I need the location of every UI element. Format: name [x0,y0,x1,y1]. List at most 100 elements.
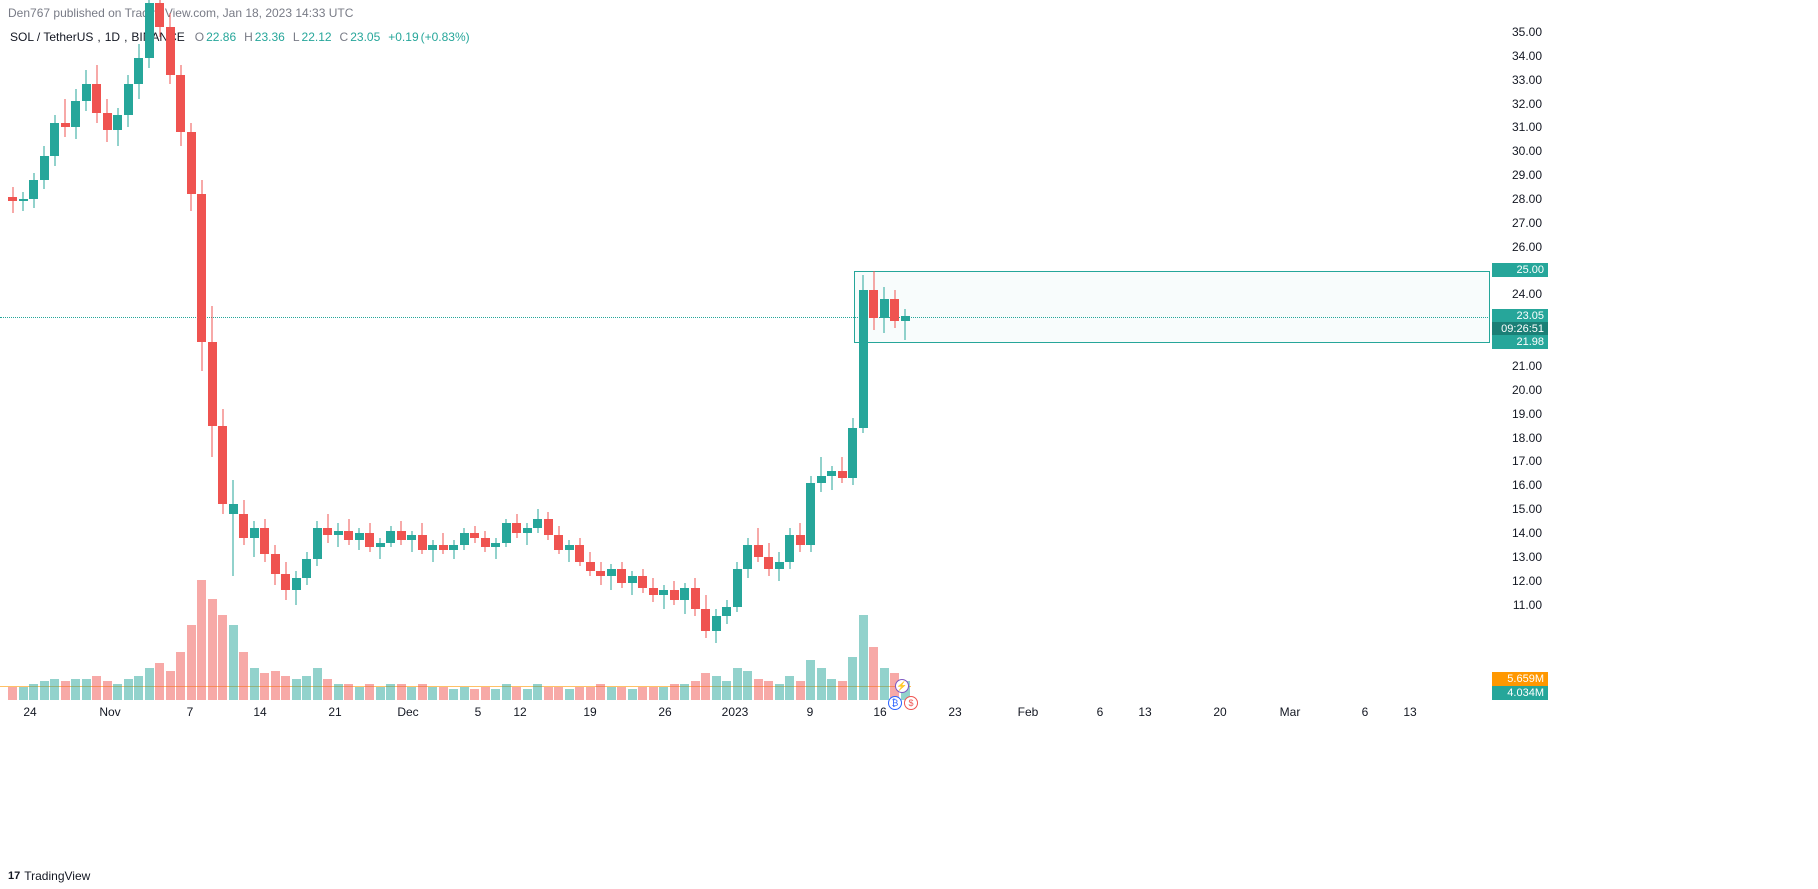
candle [680,20,689,700]
candle [29,20,38,700]
y-tick: 28.00 [1512,192,1542,206]
candle [61,20,70,700]
price-axis-badge: 25.00 [1492,263,1548,277]
candle [743,20,752,700]
candle [334,20,343,700]
candle [134,20,143,700]
y-tick: 35.00 [1512,25,1542,39]
candle [628,20,637,700]
published-on-label: published on [53,6,121,20]
x-tick: 23 [948,705,961,719]
candle [302,20,311,700]
candle [481,20,490,700]
candle [733,20,742,700]
candle [712,20,721,700]
price-axis-badge: 23.05 [1492,309,1548,323]
y-tick: 21.00 [1512,359,1542,373]
candle [281,20,290,700]
candle [239,20,248,700]
candle [313,20,322,700]
candle [764,20,773,700]
candle [40,20,49,700]
y-tick: 30.00 [1512,144,1542,158]
x-tick: 21 [328,705,341,719]
x-tick: 6 [1362,705,1369,719]
candle [449,20,458,700]
brand-name: TradingView [24,869,90,883]
candle [124,20,133,700]
y-tick: 32.00 [1512,97,1542,111]
candle [344,20,353,700]
candle [376,20,385,700]
candle [859,20,868,700]
candle [701,20,710,700]
y-tick: 14.00 [1512,526,1542,540]
candle [775,20,784,700]
candle [229,20,238,700]
candle [50,20,59,700]
y-tick: 18.00 [1512,431,1542,445]
logo-glyph: 17 [8,870,20,882]
x-tick: 13 [1403,705,1416,719]
x-tick: 7 [187,705,194,719]
candle [533,20,542,700]
price-chart[interactable] [0,20,1490,700]
candle [827,20,836,700]
publish-info: Den767 published on TradingView.com, Jan… [8,6,353,20]
candle [544,20,553,700]
candle [586,20,595,700]
candle [8,20,17,700]
candle [250,20,259,700]
candle [407,20,416,700]
x-tick: 9 [807,705,814,719]
candle [176,20,185,700]
candle [418,20,427,700]
candle [659,20,668,700]
candle [197,20,206,700]
candle [386,20,395,700]
candle [838,20,847,700]
candle [691,20,700,700]
candle [491,20,500,700]
candle [439,20,448,700]
x-tick: 24 [23,705,36,719]
x-tick: Dec [397,705,418,719]
y-tick: 20.00 [1512,383,1542,397]
y-tick: 17.00 [1512,454,1542,468]
candle [365,20,374,700]
candle [523,20,532,700]
candle [670,20,679,700]
candle [638,20,647,700]
event-icon[interactable]: ₿ [888,696,902,710]
candle [817,20,826,700]
x-tick: 26 [658,705,671,719]
y-tick: 15.00 [1512,502,1542,516]
y-tick: 19.00 [1512,407,1542,421]
candle [323,20,332,700]
candle [113,20,122,700]
price-axis[interactable]: 35.0034.0033.0032.0031.0030.0029.0028.00… [1490,20,1548,700]
event-icon[interactable]: $ [904,696,918,710]
price-range-box[interactable] [854,271,1490,343]
candle [617,20,626,700]
x-tick: 14 [253,705,266,719]
candle [19,20,28,700]
y-tick: 33.00 [1512,73,1542,87]
candle [554,20,563,700]
candle [92,20,101,700]
candle [869,20,878,700]
candle [596,20,605,700]
candle [260,20,269,700]
event-icon[interactable]: ⚡ [895,679,909,693]
candle [166,20,175,700]
candle [218,20,227,700]
candle [155,20,164,700]
y-tick: 12.00 [1512,574,1542,588]
time-axis[interactable]: 24Nov71421Dec5121926202391623Feb61320Mar… [0,705,1490,725]
candle [806,20,815,700]
candle [460,20,469,700]
x-tick: Mar [1280,705,1301,719]
candle [428,20,437,700]
candle [880,20,889,700]
brand-footer: 17 TradingView [8,869,90,883]
